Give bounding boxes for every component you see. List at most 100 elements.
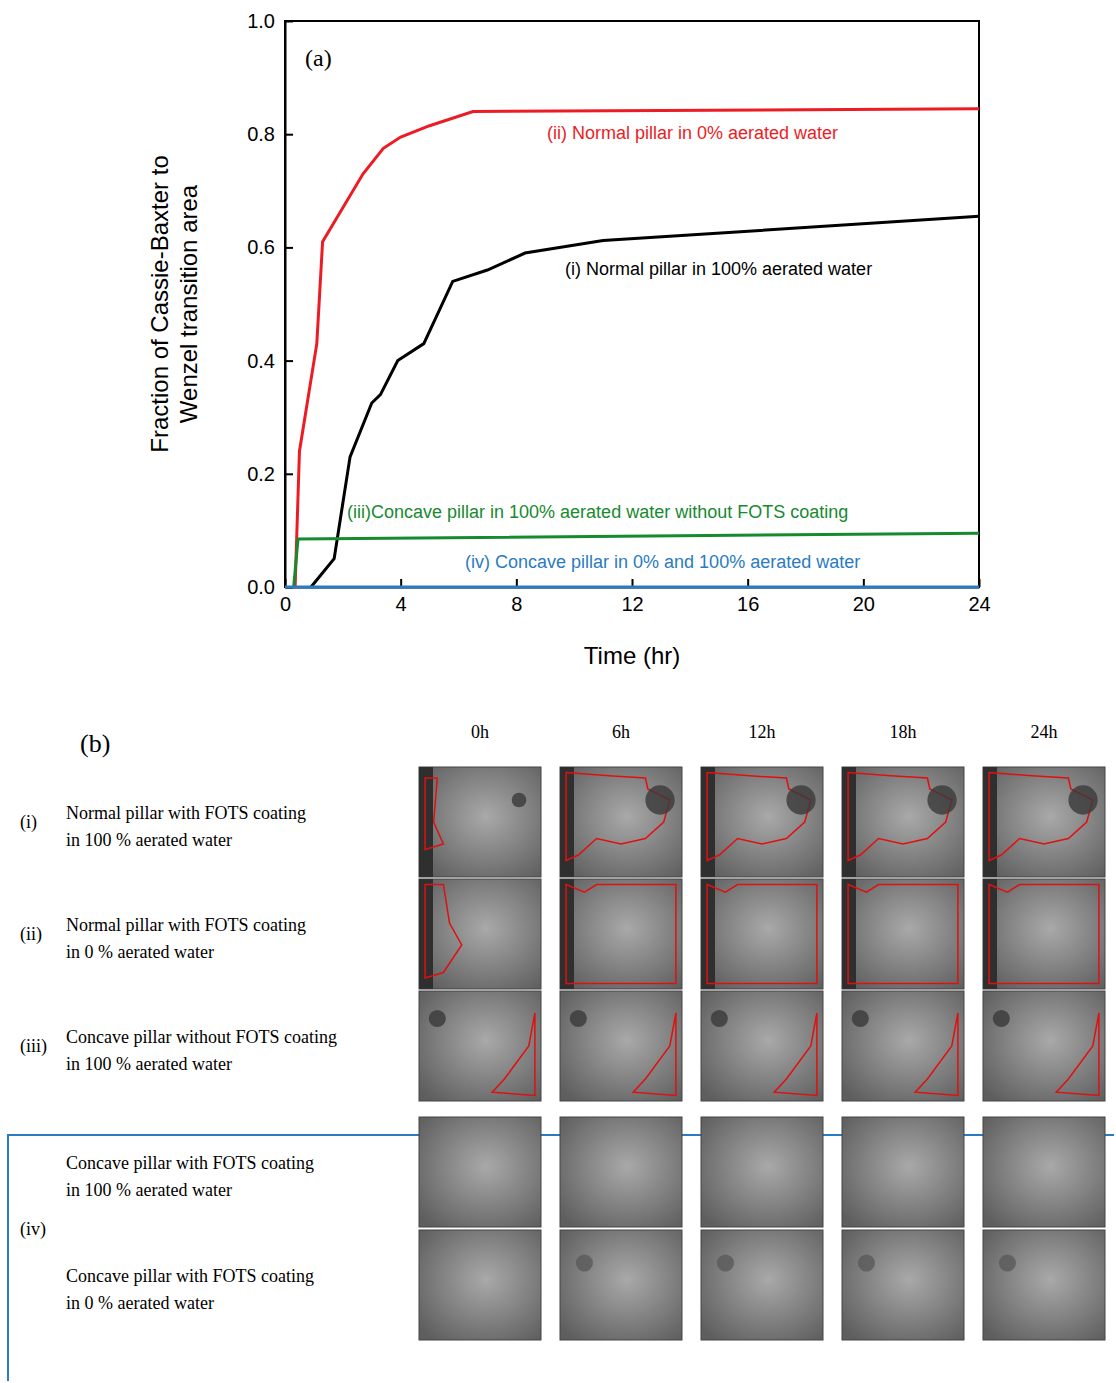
transition-outline	[566, 773, 670, 861]
series-label: (iv) Concave pillar in 0% and 100% aerat…	[465, 552, 860, 572]
row-label: Normal pillar with FOTS coating	[66, 915, 306, 935]
photo-frame	[701, 1117, 823, 1227]
row-number: (iii)	[20, 1036, 47, 1057]
transition-outline	[848, 773, 952, 861]
tick-label: 24	[968, 593, 990, 615]
photo-frame	[701, 879, 823, 989]
photo	[419, 767, 541, 877]
tick-label: 8	[511, 593, 522, 615]
photo	[560, 879, 682, 989]
column-header: 0h	[471, 722, 489, 742]
tick: 1.0	[247, 10, 293, 32]
bubble	[1068, 785, 1097, 814]
photo-frame	[701, 767, 823, 877]
photo-frame	[983, 879, 1105, 989]
series-line	[295, 109, 979, 587]
photo-frame	[983, 767, 1105, 877]
figure: 048121620240.00.20.40.60.81.0(i) Normal …	[0, 0, 1116, 1383]
tick: 0.8	[247, 123, 293, 145]
transition-outline	[989, 773, 1093, 861]
tick-label: 20	[853, 593, 875, 615]
photo	[983, 1230, 1105, 1340]
panel-a: 048121620240.00.20.40.60.81.0(i) Normal …	[146, 10, 991, 669]
series-label: (ii) Normal pillar in 0% aerated water	[547, 123, 838, 143]
row-label: Concave pillar without FOTS coating	[66, 1027, 337, 1047]
series-line	[294, 533, 979, 587]
series-label: (iii)Concave pillar in 100% aerated wate…	[347, 502, 848, 522]
tick-mark	[285, 473, 293, 475]
photo	[842, 879, 964, 989]
transition-outline	[848, 885, 958, 984]
tick-mark	[285, 247, 293, 249]
photo-shadow	[560, 879, 574, 989]
panel-label: (b)	[80, 729, 110, 758]
bubble	[645, 785, 674, 814]
tick-label: 4	[396, 593, 407, 615]
transition-outline	[707, 885, 817, 984]
row-label: in 100 % aerated water	[66, 830, 232, 850]
tick: 0.6	[247, 236, 293, 258]
bubble	[858, 1254, 875, 1271]
panel-b: (b)0h6h12h18h24hNormal pillar with FOTS …	[8, 722, 1114, 1381]
photo	[701, 1230, 823, 1340]
photo	[842, 991, 964, 1101]
transition-outline	[566, 885, 676, 984]
row-label: Concave pillar with FOTS coating	[66, 1153, 314, 1173]
transition-outline	[492, 1013, 535, 1096]
photo	[419, 1117, 541, 1227]
bubble	[999, 1254, 1016, 1271]
photo-frame	[983, 991, 1105, 1101]
x-axis-title: Time (hr)	[584, 642, 680, 669]
photo	[701, 991, 823, 1101]
photo-shadow	[701, 879, 715, 989]
tick-label: 0	[280, 593, 291, 615]
photo-frame	[419, 1230, 541, 1340]
tick-label: 0.2	[247, 463, 275, 485]
column-header: 12h	[749, 722, 776, 742]
tick-label: 1.0	[247, 10, 275, 32]
photo-frame	[842, 767, 964, 877]
photo	[983, 991, 1105, 1101]
tick-label: 0.6	[247, 236, 275, 258]
tick: 12	[621, 579, 643, 615]
y-axis: 0.0 0.2 0.4 0.6 0.8 1.0	[247, 10, 293, 598]
photo	[842, 767, 964, 877]
photo-frame	[842, 991, 964, 1101]
photo-frame	[842, 879, 964, 989]
bubble	[512, 793, 527, 808]
photo-frame	[701, 991, 823, 1101]
bubble	[711, 1010, 728, 1027]
photo	[560, 767, 682, 877]
axis-line	[286, 587, 980, 589]
row-label: in 100 % aerated water	[66, 1180, 232, 1200]
tick-label: 16	[737, 593, 759, 615]
axis-line	[285, 22, 287, 588]
row-number: (iv)	[20, 1219, 46, 1240]
photo	[842, 1230, 964, 1340]
tick: 8	[511, 579, 522, 615]
x-axis: 0 4 8 12 16 20 24	[280, 579, 991, 615]
photo-frame	[560, 1117, 682, 1227]
photo	[983, 879, 1105, 989]
tick-label: 12	[621, 593, 643, 615]
tick-label: 0.0	[247, 576, 275, 598]
tick-mark	[285, 134, 293, 136]
tick: 20	[853, 579, 875, 615]
transition-outline	[774, 1013, 817, 1096]
photo-frame	[560, 1230, 682, 1340]
panel-label: (a)	[305, 45, 332, 71]
tick-mark	[285, 21, 293, 23]
photo-frame	[560, 767, 682, 877]
photo-shadow	[983, 879, 997, 989]
photo-frame	[560, 991, 682, 1101]
photo	[560, 1230, 682, 1340]
bubble	[993, 1010, 1010, 1027]
row-label: in 0 % aerated water	[66, 1293, 214, 1313]
photo-shadow	[842, 879, 856, 989]
bubble	[429, 1010, 446, 1027]
bubble	[570, 1010, 587, 1027]
tick: 16	[737, 579, 759, 615]
row-label: in 0 % aerated water	[66, 942, 214, 962]
photo-frame	[842, 1230, 964, 1340]
tick: 0.4	[247, 350, 293, 372]
